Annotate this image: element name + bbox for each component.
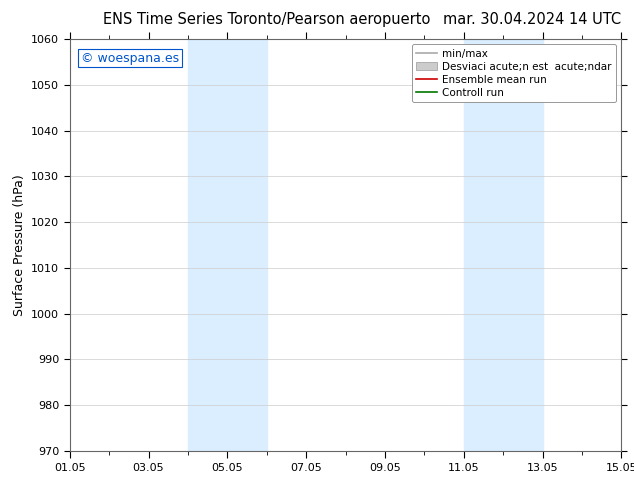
Y-axis label: Surface Pressure (hPa): Surface Pressure (hPa): [13, 174, 25, 316]
Text: © woespana.es: © woespana.es: [81, 51, 179, 65]
Legend: min/max, Desviaci acute;n est  acute;ndar, Ensemble mean run, Controll run: min/max, Desviaci acute;n est acute;ndar…: [412, 45, 616, 102]
Text: mar. 30.04.2024 14 UTC: mar. 30.04.2024 14 UTC: [443, 12, 621, 27]
Bar: [188, 39, 267, 451]
Bar: [463, 39, 543, 451]
Text: ENS Time Series Toronto/Pearson aeropuerto: ENS Time Series Toronto/Pearson aeropuer…: [103, 12, 430, 27]
